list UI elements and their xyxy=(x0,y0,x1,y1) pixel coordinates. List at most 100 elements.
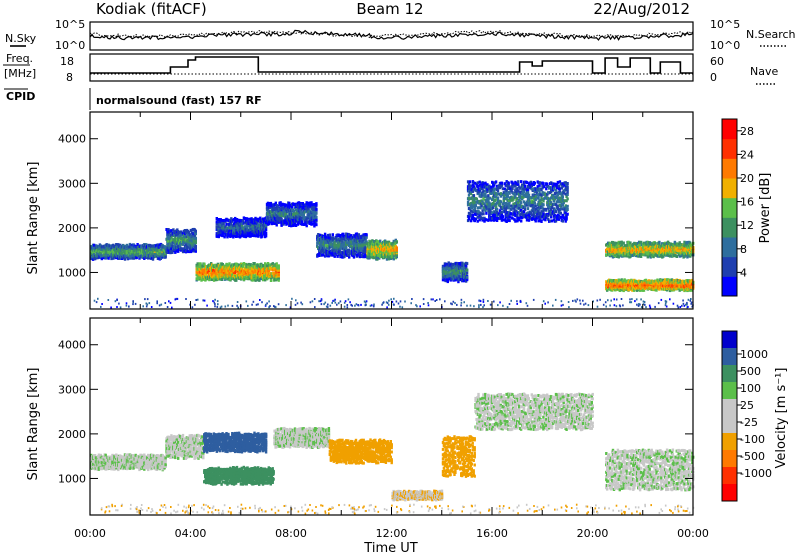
echo-cell xyxy=(167,240,170,243)
echo-cell xyxy=(497,212,501,216)
echo-cell xyxy=(264,228,268,232)
echo-cell xyxy=(502,198,505,202)
echo-cell xyxy=(315,215,318,219)
echo-cell xyxy=(563,217,566,221)
echo-cell xyxy=(254,278,257,282)
echo-cell xyxy=(561,182,564,186)
echo-cell xyxy=(472,194,476,198)
echo-cell xyxy=(556,180,560,184)
echo-cell xyxy=(120,248,124,252)
echo-cell xyxy=(520,201,523,205)
echo-cell xyxy=(369,243,372,247)
echo-cell xyxy=(534,195,537,198)
echo-cell xyxy=(522,185,525,189)
echo-cell xyxy=(486,183,489,187)
echo-cell xyxy=(125,243,129,247)
echo-cell xyxy=(615,241,619,245)
echo-cell xyxy=(498,204,502,207)
echo-cell xyxy=(496,192,500,196)
echo-cell xyxy=(458,269,461,273)
echo-cell xyxy=(271,268,275,272)
echo-cell xyxy=(279,201,282,205)
echo-cell xyxy=(496,189,500,193)
echo-cell xyxy=(308,213,311,217)
echo-cell xyxy=(266,207,270,211)
echo-cell xyxy=(566,197,569,201)
echo-cell xyxy=(538,183,541,187)
echo-cell xyxy=(117,243,120,247)
echo-cell xyxy=(505,197,508,201)
echo-cell xyxy=(329,241,333,245)
echo-cell xyxy=(627,240,630,244)
echo-cell xyxy=(557,199,561,203)
echo-cell xyxy=(224,225,227,229)
echo-cell xyxy=(108,244,111,248)
echo-cell xyxy=(542,212,545,216)
echo-cell xyxy=(519,196,522,200)
echo-cell xyxy=(243,274,247,278)
echo-cell xyxy=(194,247,197,251)
echo-cell xyxy=(310,201,313,205)
echo-cell xyxy=(465,271,469,275)
echo-cell xyxy=(267,202,271,205)
echo-cell xyxy=(559,197,562,201)
echo-cell xyxy=(233,234,236,238)
echo-cell xyxy=(496,201,500,205)
echo-cell xyxy=(320,243,323,247)
echo-cell xyxy=(176,228,179,232)
echo-cell xyxy=(534,204,537,208)
echo-cell xyxy=(540,195,543,199)
echo-cell xyxy=(315,211,318,215)
echo-cell xyxy=(639,255,643,258)
echo-cell xyxy=(370,255,373,259)
echo-cell xyxy=(474,204,477,207)
echo-cell xyxy=(465,262,469,266)
echo-cell xyxy=(363,243,366,247)
echo-cell xyxy=(545,207,548,211)
echo-cell xyxy=(513,209,516,213)
echo-cell xyxy=(301,202,304,205)
frequency-panel: Freq. [MHz] 18 8 60 0 Nave xyxy=(3,52,778,85)
echo-cell xyxy=(262,278,265,282)
echo-cell xyxy=(466,219,470,223)
echo-cell xyxy=(349,234,353,238)
echo-cell xyxy=(194,244,197,248)
echo-cell xyxy=(189,228,193,232)
echo-cell xyxy=(273,203,276,207)
echo-cell xyxy=(343,255,346,259)
echo-cell xyxy=(466,200,470,204)
echo-cell xyxy=(203,262,206,266)
echo-cell xyxy=(92,252,96,256)
echo-cell xyxy=(447,261,450,265)
echo-cell xyxy=(343,250,346,254)
echo-cell xyxy=(565,199,568,203)
echo-cell xyxy=(522,210,526,213)
echo-cell xyxy=(277,264,280,268)
echo-cell xyxy=(188,239,192,243)
echo-cell xyxy=(240,266,244,270)
echo-cell xyxy=(517,201,520,205)
echo-cell xyxy=(549,199,552,203)
echo-cell xyxy=(500,183,504,187)
n-search-trace xyxy=(89,29,694,39)
echo-cell xyxy=(342,232,345,236)
date-label: 22/Aug/2012 xyxy=(593,0,690,18)
echo-cell xyxy=(395,240,398,244)
echo-cell xyxy=(493,183,496,187)
echo-cell xyxy=(473,219,476,223)
echo-cell xyxy=(259,216,262,220)
echo-cell xyxy=(512,202,515,206)
beam-label: Beam 12 xyxy=(356,0,423,18)
echo-cell xyxy=(551,193,555,197)
echo-cell xyxy=(365,233,368,237)
echo-cell xyxy=(488,184,491,188)
echo-cell xyxy=(481,199,484,203)
echo-cell xyxy=(566,190,569,194)
echo-cell xyxy=(564,210,567,214)
echo-cell xyxy=(328,233,332,237)
cpid-text: normalsound (fast) 157 RF xyxy=(96,94,262,107)
echo-cell xyxy=(275,223,278,227)
echo-cell xyxy=(517,183,520,187)
echo-cell xyxy=(547,185,550,188)
echo-cell xyxy=(359,248,362,252)
